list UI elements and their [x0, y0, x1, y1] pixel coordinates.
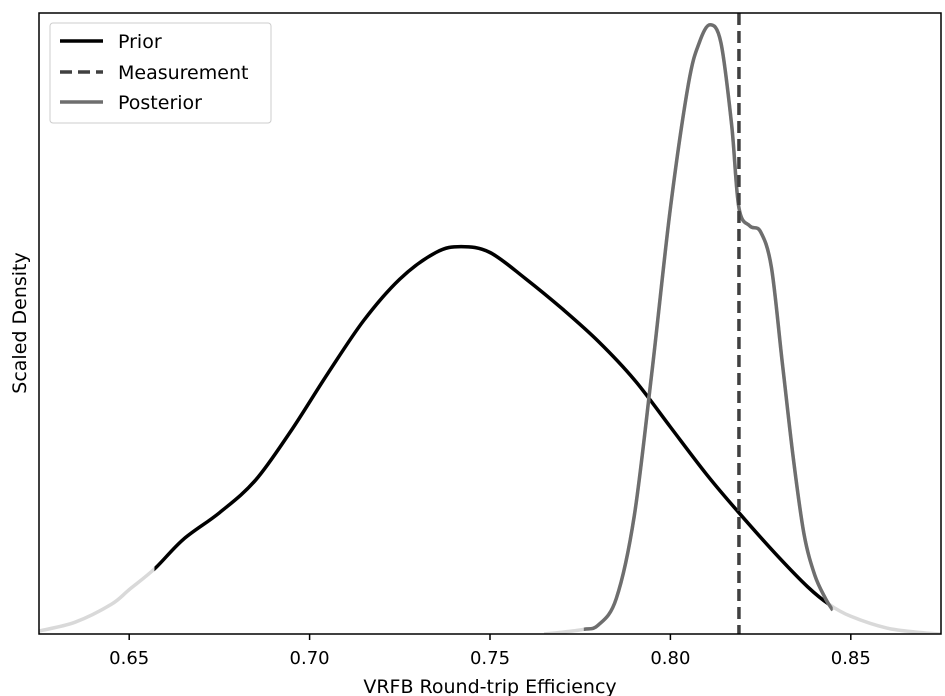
x-tick-label: 0.85	[831, 648, 871, 669]
y-axis-label: Scaled Density	[9, 252, 31, 393]
x-tick-label: 0.70	[290, 648, 330, 669]
legend-label-measurement: Measurement	[118, 62, 248, 84]
series-layer	[39, 23, 941, 634]
prior-density-line	[154, 244, 830, 607]
x-axis-label: VRFB Round-trip Efficiency	[363, 676, 616, 696]
x-axis-ticks: 0.65 0.70 0.75 0.80 0.85	[109, 634, 871, 669]
legend-box	[49, 22, 272, 124]
x-tick-label: 0.75	[470, 648, 510, 669]
legend-label-prior: Prior	[118, 31, 162, 53]
plot-area	[39, 13, 941, 634]
x-tick-label: 0.65	[109, 648, 149, 669]
legend-label-posterior: Posterior	[118, 92, 202, 114]
x-tick-label: 0.80	[650, 648, 690, 669]
posterior-density-line	[583, 23, 833, 632]
legend: Prior Measurement Posterior	[49, 22, 272, 124]
